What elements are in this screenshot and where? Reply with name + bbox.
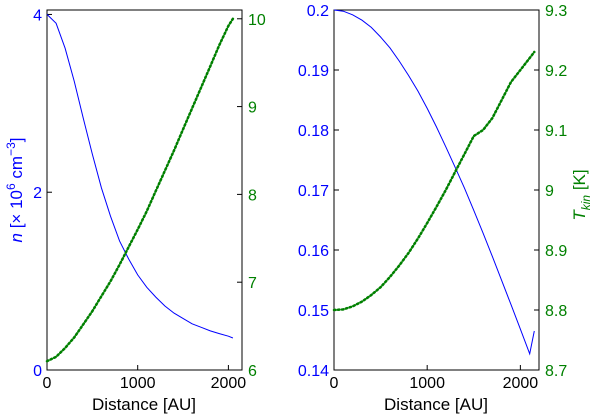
y-left-tick-label: 0.19	[298, 63, 329, 80]
ylabel-base: T	[570, 209, 589, 221]
x-tick-label: 0	[43, 375, 52, 392]
left-panel-frame	[46, 9, 243, 371]
y-right-tick-label: 6	[248, 363, 257, 380]
y-right-tick-label: 9	[248, 100, 257, 117]
ylabel-close: ]	[7, 138, 26, 143]
series-line-left-axis	[46, 14, 234, 339]
ylabel-exp2: −3	[4, 142, 18, 156]
y-left-tick-label: 0.14	[298, 363, 329, 380]
ylabel-mid: cm	[7, 156, 26, 183]
y-left-tick-label: 4	[33, 7, 42, 24]
x-tick-label: 1000	[120, 375, 156, 392]
left-panel-marks: 0 1000 2000 0 2 4 6 7 8 9 10	[33, 7, 266, 392]
x-tick-label: 2000	[503, 375, 539, 392]
ylabel-sub: kin	[579, 195, 593, 211]
y-right-tick-label: 8.8	[545, 303, 567, 320]
right-panel-frame	[333, 9, 540, 371]
ylabel-open: [× 10	[7, 190, 26, 233]
x-tick-label: 1000	[409, 375, 445, 392]
right-panel-marks: 0 1000 2000 0.14 0.15 0.16 0.17 0.18 0.19 0.2 8.7 8…	[298, 3, 567, 392]
y-right-tick-label: 10	[248, 12, 266, 29]
x-tick-label: 2000	[211, 375, 247, 392]
series-line-left-axis	[333, 9, 535, 356]
x-tick-label: 0	[330, 375, 339, 392]
ylabel-var: n	[7, 233, 26, 242]
y-right-tick-label: 9.2	[545, 63, 567, 80]
right-panel-xlabel: Distance [AU]	[384, 395, 488, 414]
series-line-right-axis	[45, 17, 235, 363]
y-right-tick-label: 9	[545, 183, 554, 200]
y-left-tick-label: 2	[33, 185, 42, 202]
left-panel-xlabel: Distance [AU]	[92, 395, 196, 414]
y-right-tick-label: 8.9	[545, 243, 567, 260]
y-right-tick-label: 9.3	[545, 3, 567, 20]
right-panel: 0 1000 2000 0.14 0.15 0.16 0.17 0.18 0.19 0.2 8.7 8…	[298, 3, 593, 414]
y-left-tick-label: 0.2	[307, 3, 329, 20]
left-panel-ylabel-left: n [× 106 cm−3]	[4, 138, 26, 243]
y-right-tick-label: 8.7	[545, 363, 567, 380]
y-left-tick-label: 0.18	[298, 123, 329, 140]
y-left-tick-label: 0	[33, 363, 42, 380]
series-line-right-axis	[332, 50, 536, 312]
y-right-tick-label: 8	[248, 187, 257, 204]
ylabel-exp1: 6	[4, 183, 18, 190]
y-left-tick-label: 0.15	[298, 303, 329, 320]
right-panel-ylabel-right: Tkin [K]	[570, 169, 593, 220]
y-right-tick-label: 7	[248, 275, 257, 292]
y-left-tick-label: 0.17	[298, 183, 329, 200]
left-panel: 0 1000 2000 0 2 4 6 7 8 9 10 Distance [AU] n [× 10…	[4, 7, 266, 414]
y-right-tick-label: 9.1	[545, 123, 567, 140]
y-left-tick-label: 0.16	[298, 243, 329, 260]
ylabel-unit: [K]	[570, 169, 589, 195]
